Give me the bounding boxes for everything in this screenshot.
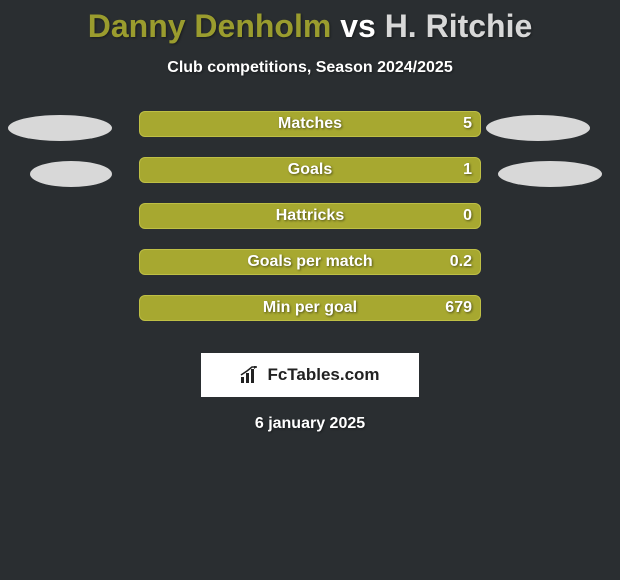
stat-row: Hattricks0 bbox=[0, 201, 620, 247]
player1-name: Danny Denholm bbox=[88, 8, 332, 44]
stat-row: Matches5 bbox=[0, 109, 620, 155]
vs-text: vs bbox=[340, 8, 376, 44]
stat-label: Goals per match bbox=[0, 253, 620, 271]
date-text: 6 january 2025 bbox=[0, 415, 620, 433]
stat-label: Hattricks bbox=[0, 207, 620, 225]
stat-label: Goals bbox=[0, 161, 620, 179]
stat-row: Min per goal679 bbox=[0, 293, 620, 339]
stats-chart: Matches5Goals1Hattricks0Goals per match0… bbox=[0, 109, 620, 339]
stat-value: 0.2 bbox=[450, 253, 472, 271]
logo: FcTables.com bbox=[240, 365, 379, 385]
stat-row: Goals1 bbox=[0, 155, 620, 201]
player2-name: H. Ritchie bbox=[385, 8, 533, 44]
stat-value: 0 bbox=[463, 207, 472, 225]
bar-chart-icon bbox=[240, 366, 262, 384]
stat-value: 679 bbox=[445, 299, 472, 317]
stat-value: 1 bbox=[463, 161, 472, 179]
subtitle: Club competitions, Season 2024/2025 bbox=[0, 59, 620, 77]
stat-row: Goals per match0.2 bbox=[0, 247, 620, 293]
stat-label: Matches bbox=[0, 115, 620, 133]
logo-text: FcTables.com bbox=[267, 365, 379, 385]
logo-box: FcTables.com bbox=[201, 353, 419, 397]
comparison-title: Danny Denholm vs H. Ritchie bbox=[0, 0, 620, 45]
stat-label: Min per goal bbox=[0, 299, 620, 317]
stat-value: 5 bbox=[463, 115, 472, 133]
